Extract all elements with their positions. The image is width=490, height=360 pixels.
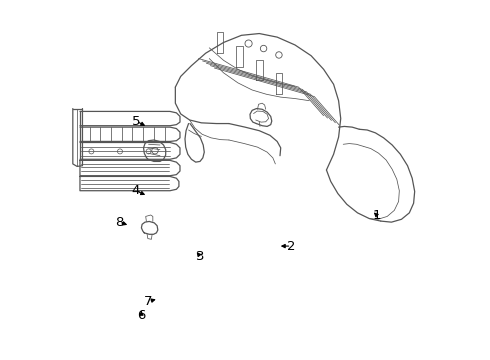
Text: 6: 6: [137, 309, 146, 321]
Text: 2: 2: [287, 240, 295, 253]
Text: 4: 4: [132, 184, 140, 197]
Text: 3: 3: [196, 250, 205, 263]
Text: 8: 8: [115, 216, 123, 229]
Text: 7: 7: [144, 295, 153, 308]
Text: 1: 1: [373, 209, 381, 222]
Text: 5: 5: [132, 114, 140, 127]
